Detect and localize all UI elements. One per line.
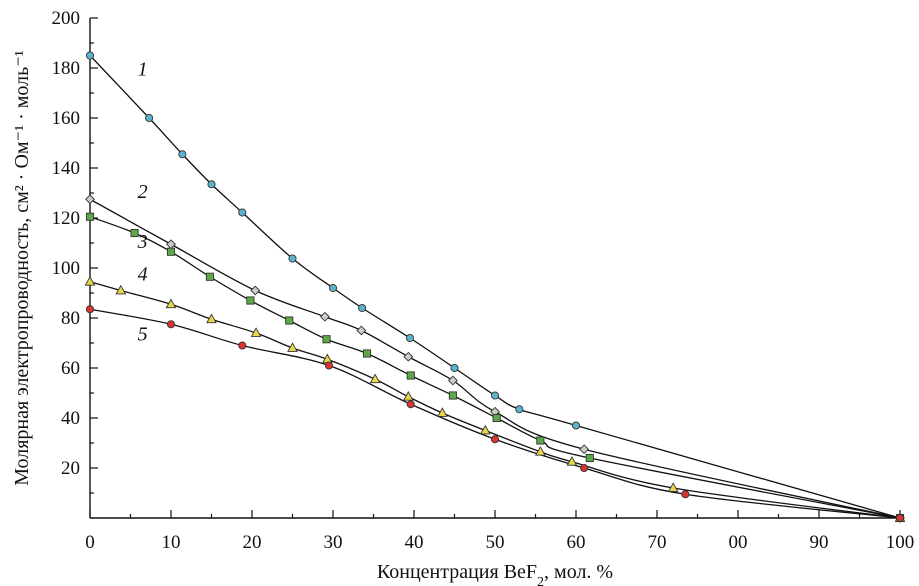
y-tick-label: 100 xyxy=(52,258,81,279)
data-point-series-5 xyxy=(85,305,95,314)
data-point-series-1 xyxy=(450,363,459,373)
data-point-series-2 xyxy=(579,444,590,455)
x-tick-label: 20 xyxy=(243,532,262,553)
data-point-series-5 xyxy=(406,400,415,409)
y-tick-label: 80 xyxy=(61,308,80,329)
data-point-series-1 xyxy=(238,208,247,217)
x-axis-title: Концентрация BeF2, мол. % xyxy=(377,561,613,586)
y-tick-label: 20 xyxy=(61,458,80,479)
data-point-series-2 xyxy=(356,325,367,336)
data-point-series-4 xyxy=(402,391,414,401)
data-point-series-5 xyxy=(238,341,247,350)
y-ticks: 20 40 60 80 100 120 140 160 180 200 xyxy=(52,8,98,494)
x-tick-label: 70 xyxy=(648,532,667,553)
data-point-series-1 xyxy=(358,303,367,313)
series-line-3 xyxy=(89,216,901,519)
x-ticks: 0 10 20 30 40 50 60 70 00 90 100 xyxy=(85,510,914,553)
data-point-series-1 xyxy=(490,391,500,400)
data-point-series-3 xyxy=(130,228,139,238)
data-point-series-2 xyxy=(447,375,458,386)
curves xyxy=(89,55,901,519)
data-point-series-5 xyxy=(490,435,500,444)
data-point-series-2 xyxy=(403,351,414,362)
data-point-series-5 xyxy=(166,320,176,329)
data-point-series-1 xyxy=(288,254,297,263)
curve-label-3: 3 xyxy=(137,231,148,253)
data-point-series-1 xyxy=(145,113,154,123)
curve-label-2: 2 xyxy=(138,181,148,203)
data-point-series-3 xyxy=(585,453,594,463)
data-point-series-4 xyxy=(165,298,177,309)
series-line-1 xyxy=(89,55,901,519)
y-axis-title: Молярная электропроводность, см² · Ом⁻¹ … xyxy=(11,50,33,486)
x-tick-label: 00 xyxy=(729,532,748,553)
data-point-series-4 xyxy=(479,424,491,435)
x-tick-label: 100 xyxy=(886,532,915,553)
y-tick-label: 40 xyxy=(61,408,80,429)
data-point-series-1 xyxy=(405,333,415,343)
x-tick-label: 10 xyxy=(162,532,181,553)
data-point-series-2 xyxy=(85,194,95,205)
data-point-series-5 xyxy=(580,463,589,473)
y-tick-label: 160 xyxy=(52,108,81,129)
y-tick-label: 60 xyxy=(61,358,80,379)
y-tick-label: 120 xyxy=(52,208,81,229)
x-tick-label: 60 xyxy=(567,532,586,553)
data-point-series-3 xyxy=(536,436,545,445)
data-point-series-3 xyxy=(246,296,255,305)
curve-label-1: 1 xyxy=(138,59,148,81)
data-point-series-4 xyxy=(566,456,578,466)
data-point-series-4 xyxy=(84,276,96,286)
series-line-2 xyxy=(89,198,901,519)
data-point-series-1 xyxy=(571,421,581,430)
series-line-4 xyxy=(89,281,901,519)
data-point-series-1 xyxy=(207,180,216,189)
data-point-series-2 xyxy=(319,311,330,322)
x-tick-label: 0 xyxy=(85,532,95,553)
data-point-series-3 xyxy=(166,247,176,256)
data-point-series-3 xyxy=(85,212,95,221)
data-point-series-3 xyxy=(285,316,294,325)
x-axis-title-rest: , мол. % xyxy=(544,561,613,583)
data-point-series-3 xyxy=(362,349,372,358)
data-point-series-4 xyxy=(436,407,448,417)
data-point-series-3 xyxy=(406,371,415,380)
data-point-series-4 xyxy=(206,313,217,324)
y-tick-label: 140 xyxy=(52,158,81,179)
data-point-series-1 xyxy=(515,405,524,414)
x-axis-title-subscript: 2 xyxy=(537,575,544,586)
data-point-series-3 xyxy=(205,272,214,281)
x-tick-label: 90 xyxy=(810,532,829,553)
data-point-series-1 xyxy=(85,51,95,60)
data-point-series-1 xyxy=(178,150,187,159)
data-point-series-3 xyxy=(322,335,331,344)
data-point-series-3 xyxy=(492,413,501,423)
data-point-series-2 xyxy=(166,239,176,250)
curve-labels: 1 2 3 4 5 xyxy=(137,59,148,346)
x-tick-label: 40 xyxy=(405,532,424,553)
data-point-series-1 xyxy=(328,283,338,293)
data-point-series-5 xyxy=(324,361,334,370)
data-point-series-4 xyxy=(115,284,127,295)
data-point-series-4 xyxy=(250,327,262,337)
data-point-series-4 xyxy=(667,482,679,492)
x-tick-label: 30 xyxy=(324,532,343,553)
data-point-series-4 xyxy=(287,342,298,352)
data-point-series-5 xyxy=(895,513,905,523)
y-tick-label: 180 xyxy=(52,58,81,79)
curve-label-4: 4 xyxy=(138,264,148,286)
markers xyxy=(84,51,906,523)
x-axis-title-main: Концентрация BeF xyxy=(377,561,537,583)
data-point-series-3 xyxy=(448,391,457,400)
curve-label-5: 5 xyxy=(138,324,148,346)
x-tick-label: 50 xyxy=(486,532,505,553)
data-point-series-5 xyxy=(681,490,690,499)
y-tick-label: 200 xyxy=(52,8,81,29)
data-point-series-4 xyxy=(369,373,381,384)
data-point-series-4 xyxy=(534,446,546,456)
data-point-series-2 xyxy=(250,285,261,296)
